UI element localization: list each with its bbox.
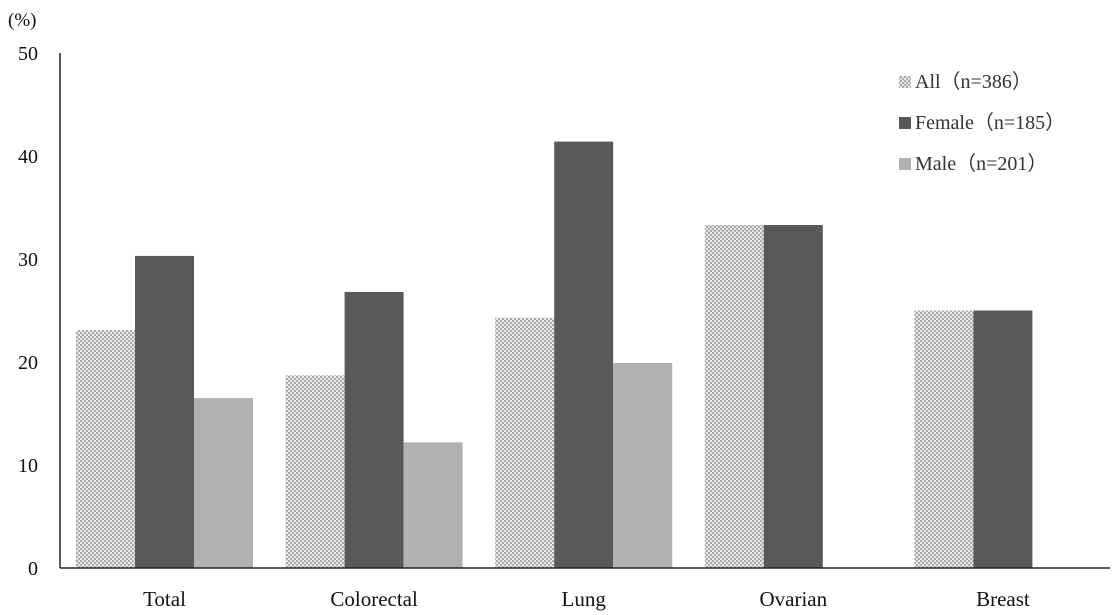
y-tick-label: 20 xyxy=(18,352,38,374)
bar-breast-1 xyxy=(973,310,1033,568)
y-tick-label: 40 xyxy=(18,146,38,168)
x-category-label: Lung xyxy=(562,587,607,611)
y-tick-label: 10 xyxy=(18,455,38,477)
bar-breast-0 xyxy=(914,310,974,568)
bar-lung-2 xyxy=(613,363,673,568)
y-axis-unit-label: (%) xyxy=(8,10,36,31)
legend-label: All（n=386） xyxy=(915,70,1032,93)
x-axis-labels: Total Colorectal Lung Ovarian Breast xyxy=(143,587,1030,611)
y-tick-label: 30 xyxy=(18,249,38,271)
bar-lung-1 xyxy=(554,141,614,568)
x-category-label: Total xyxy=(143,587,186,611)
bar-total-0 xyxy=(76,330,135,568)
bar-total-1 xyxy=(135,255,194,568)
y-axis-ticks: 0 10 20 30 40 50 xyxy=(18,43,38,580)
bar-colorectal-0 xyxy=(285,375,345,568)
bar-colorectal-1 xyxy=(344,291,404,568)
legend-swatch xyxy=(899,117,911,129)
bar-total-2 xyxy=(194,398,253,568)
legend-label: Male（n=201） xyxy=(915,152,1047,175)
bar-colorectal-2 xyxy=(403,442,463,568)
y-tick-label: 0 xyxy=(28,558,38,580)
legend-swatch xyxy=(899,158,911,170)
bar-ovarian-0 xyxy=(704,225,764,568)
legend: All（n=386） Female（n=185） Male（n=201） xyxy=(899,70,1065,175)
x-category-label: Ovarian xyxy=(759,587,827,611)
bar-lung-0 xyxy=(495,317,555,568)
x-category-label: Breast xyxy=(976,587,1030,611)
bars-group xyxy=(76,141,1033,568)
legend-swatch xyxy=(899,76,911,88)
x-category-label: Colorectal xyxy=(330,587,418,611)
y-tick-label: 50 xyxy=(18,43,38,65)
legend-label: Female（n=185） xyxy=(915,111,1065,134)
bar-ovarian-1 xyxy=(763,225,823,568)
